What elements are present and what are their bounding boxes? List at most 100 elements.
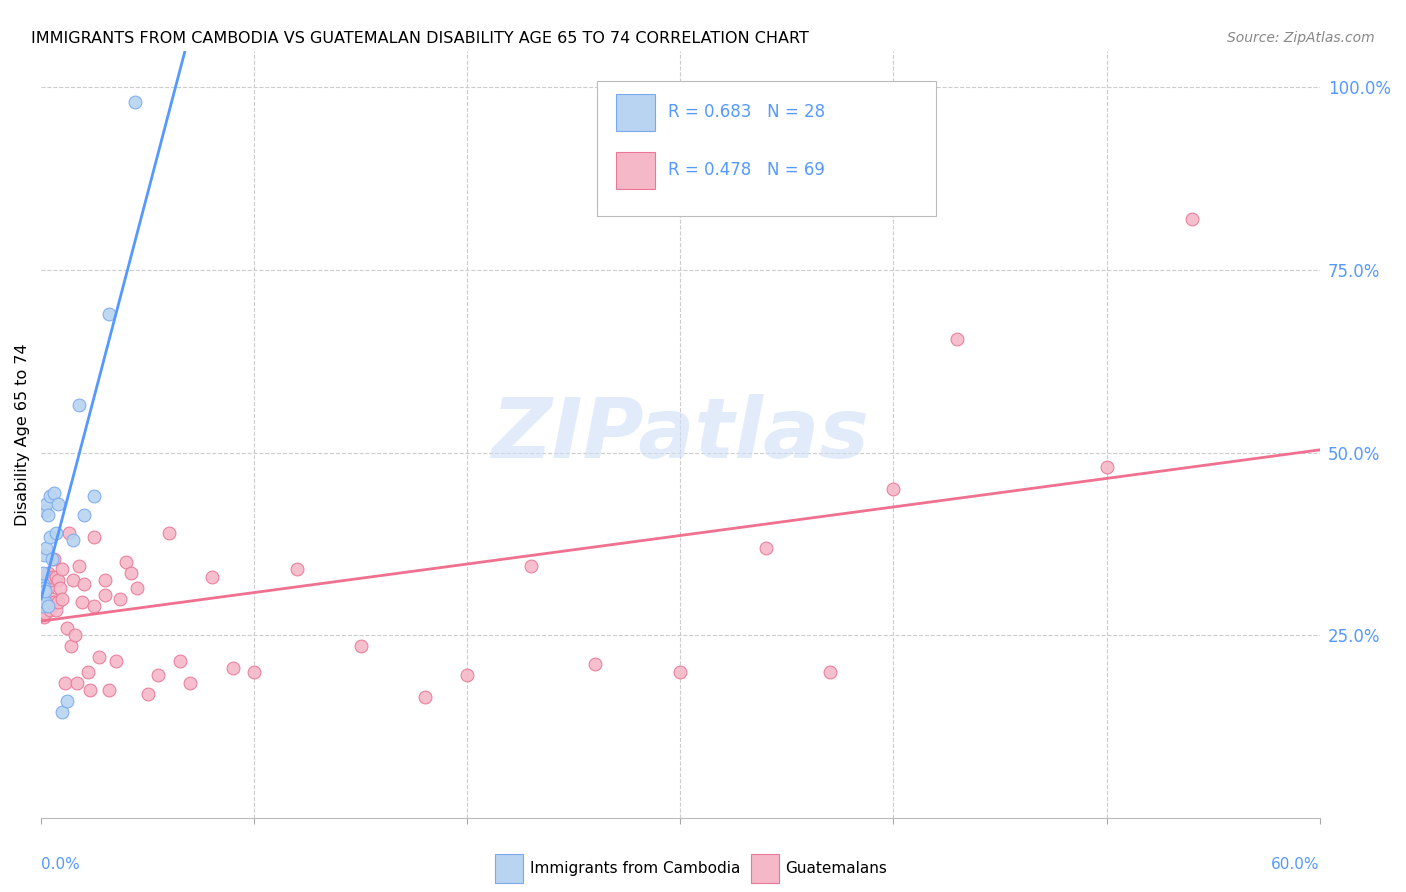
Text: Immigrants from Cambodia: Immigrants from Cambodia <box>530 861 740 876</box>
Point <box>42 485 65 500</box>
Point <box>136 687 159 701</box>
Point <box>62 533 84 548</box>
Point <box>1181 211 1204 226</box>
Point <box>108 591 131 606</box>
Point <box>98 307 121 321</box>
Point <box>38 602 60 616</box>
Point <box>73 508 96 522</box>
Text: 60.0%: 60.0% <box>1271 857 1320 871</box>
Point <box>38 530 60 544</box>
Point <box>34 584 56 599</box>
Point <box>115 555 138 569</box>
Point <box>63 628 86 642</box>
Point <box>41 570 63 584</box>
Point <box>87 650 110 665</box>
Bar <box>616 152 655 189</box>
Y-axis label: Disability Age 65 to 74: Disability Age 65 to 74 <box>15 343 30 525</box>
Point <box>38 490 60 504</box>
Point <box>45 525 67 540</box>
Point <box>94 574 117 588</box>
Point <box>32 581 55 595</box>
Point <box>124 95 146 109</box>
Point <box>37 566 59 581</box>
Point <box>520 558 543 573</box>
Text: R = 0.478   N = 69: R = 0.478 N = 69 <box>668 161 824 178</box>
Point <box>49 581 72 595</box>
Point <box>946 332 969 346</box>
Point <box>32 599 55 613</box>
Point <box>31 584 53 599</box>
Point <box>98 683 121 698</box>
Point <box>83 599 105 613</box>
Point <box>66 675 89 690</box>
Point <box>73 577 96 591</box>
Text: ZIPatlas: ZIPatlas <box>492 393 869 475</box>
Point <box>37 508 59 522</box>
Point <box>37 595 59 609</box>
Point <box>62 574 84 588</box>
Bar <box>751 854 779 883</box>
Point <box>38 574 60 588</box>
Point <box>35 497 58 511</box>
Point <box>125 581 148 595</box>
Point <box>42 551 65 566</box>
Point <box>34 570 56 584</box>
Point <box>55 694 77 708</box>
Point <box>58 525 80 540</box>
Point <box>32 584 55 599</box>
Point <box>70 595 93 609</box>
Point <box>34 595 56 609</box>
Point <box>583 657 606 672</box>
Point <box>46 574 69 588</box>
Point <box>285 562 308 576</box>
Text: IMMIGRANTS FROM CAMBODIA VS GUATEMALAN DISABILITY AGE 65 TO 74 CORRELATION CHART: IMMIGRANTS FROM CAMBODIA VS GUATEMALAN D… <box>31 31 808 46</box>
Point <box>69 558 91 573</box>
Text: Guatemalans: Guatemalans <box>785 861 887 876</box>
Point <box>882 482 904 496</box>
Point <box>755 541 778 555</box>
Point <box>32 566 55 581</box>
Point <box>46 595 69 609</box>
Point <box>148 668 170 682</box>
Bar <box>495 854 523 883</box>
Text: R = 0.683   N = 28: R = 0.683 N = 28 <box>668 103 825 121</box>
Point <box>157 525 180 540</box>
Point <box>1095 460 1118 475</box>
Point <box>32 610 55 624</box>
Point <box>41 551 63 566</box>
Point <box>77 665 100 679</box>
Point <box>41 591 63 606</box>
Point <box>413 690 436 705</box>
Point <box>31 599 53 613</box>
Point <box>55 621 77 635</box>
Point <box>31 591 53 606</box>
Point <box>94 588 117 602</box>
FancyBboxPatch shape <box>598 81 936 216</box>
Point <box>46 497 69 511</box>
Point <box>243 665 266 679</box>
Text: 0.0%: 0.0% <box>41 857 80 871</box>
Point <box>350 639 373 653</box>
Point <box>120 566 142 581</box>
Bar <box>616 95 655 131</box>
Point <box>51 591 73 606</box>
Point <box>83 490 105 504</box>
Point <box>34 584 56 599</box>
Point <box>31 577 53 591</box>
Point <box>37 581 59 595</box>
Point <box>79 683 101 698</box>
Point <box>456 668 478 682</box>
Point <box>222 661 245 675</box>
Point <box>59 639 82 653</box>
Point <box>818 665 841 679</box>
Text: Source: ZipAtlas.com: Source: ZipAtlas.com <box>1227 31 1375 45</box>
Point <box>34 504 56 518</box>
Point <box>69 398 91 412</box>
Point <box>34 607 56 621</box>
Point <box>45 570 67 584</box>
Point <box>169 654 191 668</box>
Point <box>37 599 59 613</box>
Point <box>35 541 58 555</box>
Point <box>31 584 53 599</box>
Point <box>104 654 127 668</box>
